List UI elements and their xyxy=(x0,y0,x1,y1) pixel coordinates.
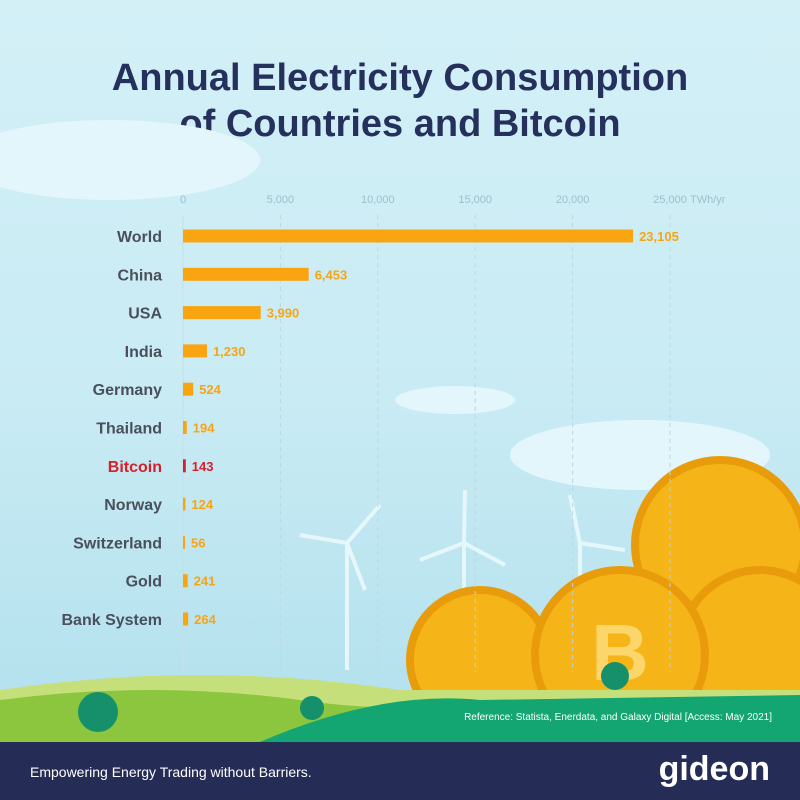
category-label: Switzerland xyxy=(73,535,162,552)
category-label: Norway xyxy=(104,497,162,514)
category-label: World xyxy=(117,229,162,246)
value-label: 6,453 xyxy=(315,267,348,282)
chart-title: Annual Electricity Consumption of Countr… xyxy=(0,55,800,147)
category-label: Thailand xyxy=(96,421,162,438)
bar xyxy=(183,459,186,473)
footer: Empowering Energy Trading without Barrie… xyxy=(0,742,800,800)
bar-row: Gold 241 xyxy=(126,574,216,591)
value-label: 524 xyxy=(199,382,221,397)
bar xyxy=(183,344,207,358)
category-label: Germany xyxy=(93,382,162,399)
value-label: 194 xyxy=(193,421,215,436)
bars: World 23,105 China 6,453 USA 3,990 India 1,230 G… xyxy=(62,229,679,629)
value-label: 264 xyxy=(194,612,216,627)
title-line-1: Annual Electricity Consumption xyxy=(111,57,689,99)
gridlines xyxy=(182,215,671,672)
value-label: 56 xyxy=(191,535,205,550)
value-label: 143 xyxy=(192,459,214,474)
bar-row: Norway 124 xyxy=(104,497,214,514)
background-scenery: B xyxy=(0,120,800,744)
bar-row: World 23,105 xyxy=(117,229,679,246)
bar-row: India 1,230 xyxy=(125,344,246,361)
bar-row: Bank System 264 xyxy=(62,612,217,629)
value-label: 23,105 xyxy=(639,229,679,244)
category-label: USA xyxy=(128,306,162,323)
bar xyxy=(183,497,186,511)
bar-row: Bitcoin 143 xyxy=(108,459,214,476)
bar-row: Germany 524 xyxy=(93,382,222,399)
title-line-2: of Countries and Bitcoin xyxy=(179,103,621,145)
category-label: Bitcoin xyxy=(108,459,162,476)
bar xyxy=(183,612,189,626)
bar-row: Thailand 194 xyxy=(96,421,215,438)
gideon-logo: gideon xyxy=(658,750,770,788)
bar xyxy=(183,229,634,243)
category-label: India xyxy=(125,344,162,361)
bar xyxy=(183,421,187,434)
x-tick-label: 10,000 xyxy=(361,194,395,206)
category-label: China xyxy=(118,267,163,284)
tagline: Empowering Energy Trading without Barrie… xyxy=(30,764,312,780)
bar xyxy=(183,535,185,549)
bar xyxy=(183,267,309,281)
bar xyxy=(183,382,194,396)
value-label: 124 xyxy=(191,497,213,512)
value-label: 1,230 xyxy=(213,344,246,359)
x-axis-ticks: 0 5,000 10,000 15,000 20,000 25,000 xyxy=(180,194,687,206)
x-axis-unit: TWh/yr xyxy=(690,194,726,206)
x-tick-label: 25,000 xyxy=(653,194,687,206)
x-tick-label: 15,000 xyxy=(458,194,492,206)
bar xyxy=(183,574,188,588)
bar-row: China 6,453 xyxy=(118,267,348,284)
x-tick-label: 5,000 xyxy=(267,194,295,206)
bar-row: Switzerland 56 xyxy=(73,535,205,552)
x-tick-label: 0 xyxy=(180,194,186,206)
value-label: 241 xyxy=(194,574,216,589)
category-label: Bank System xyxy=(62,612,163,629)
reference-text: Reference: Statista, Enerdata, and Galax… xyxy=(464,712,772,723)
category-label: Gold xyxy=(126,574,162,591)
bar-row: USA 3,990 xyxy=(128,306,299,323)
x-tick-label: 20,000 xyxy=(556,194,590,206)
bar xyxy=(183,306,261,320)
value-label: 3,990 xyxy=(267,306,300,321)
